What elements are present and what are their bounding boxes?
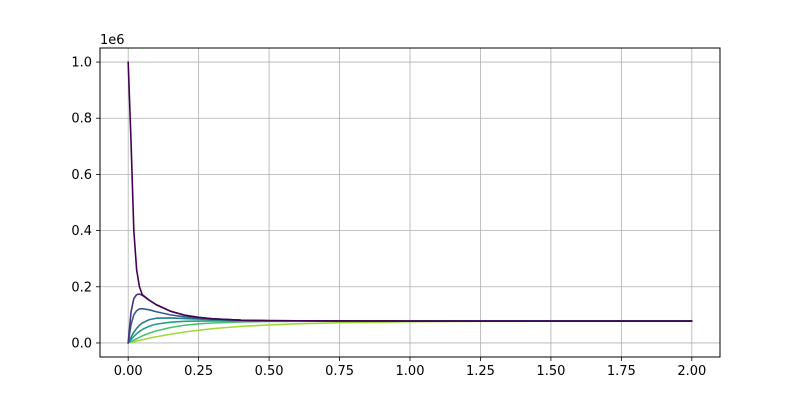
x-tick-label: 1.75 [607,364,636,379]
x-tick-label: 2.00 [677,364,706,379]
ticks: 0.00 0.25 0.50 0.75 1.00 1.25 1.50 1.75 2.00 0.0 0… [71,56,706,379]
y-tick-label: 0.8 [71,112,92,127]
x-tick-label: 0.25 [184,364,213,379]
x-tick-label: 0.00 [114,364,143,379]
x-tick-label: 1.00 [396,364,425,379]
y-offset-label: 1e6 [100,33,125,48]
y-tick-label: 1.0 [71,56,92,71]
x-tick-label: 0.75 [325,364,354,379]
series-group [127,61,693,344]
x-tick-label: 0.50 [255,364,284,379]
x-tick-label: 1.50 [536,364,565,379]
series-line-1 [127,61,693,322]
x-tick-label: 1.25 [466,364,495,379]
y-tick-label: 0.6 [71,168,92,183]
y-tick-label: 0.0 [71,336,92,351]
grid [100,48,720,357]
y-tick-label: 0.4 [71,224,92,239]
y-tick-label: 0.2 [71,280,92,295]
